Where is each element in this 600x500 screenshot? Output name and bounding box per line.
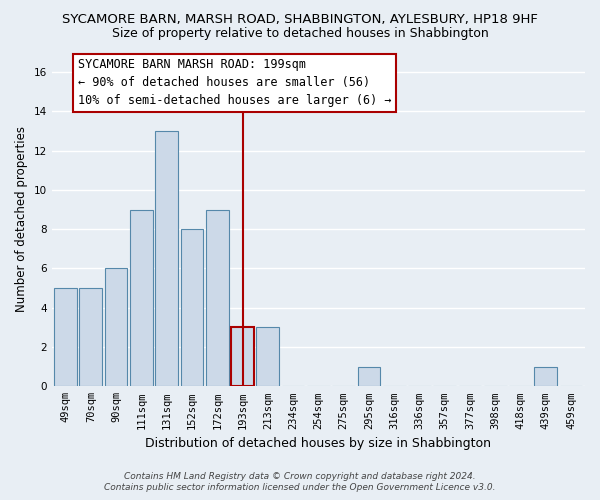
Text: Contains HM Land Registry data © Crown copyright and database right 2024.
Contai: Contains HM Land Registry data © Crown c…	[104, 472, 496, 492]
Bar	[206, 210, 229, 386]
Bar	[535, 366, 557, 386]
Bar	[130, 210, 153, 386]
Bar	[54, 288, 77, 386]
Text: SYCAMORE BARN MARSH ROAD: 199sqm
← 90% of detached houses are smaller (56)
10% o: SYCAMORE BARN MARSH ROAD: 199sqm ← 90% o…	[78, 58, 392, 108]
Bar	[358, 366, 380, 386]
Bar	[231, 328, 254, 386]
Text: Size of property relative to detached houses in Shabbington: Size of property relative to detached ho…	[112, 28, 488, 40]
Bar	[256, 328, 279, 386]
Bar	[181, 229, 203, 386]
Text: SYCAMORE BARN, MARSH ROAD, SHABBINGTON, AYLESBURY, HP18 9HF: SYCAMORE BARN, MARSH ROAD, SHABBINGTON, …	[62, 12, 538, 26]
Bar	[79, 288, 102, 386]
Bar	[155, 131, 178, 386]
X-axis label: Distribution of detached houses by size in Shabbington: Distribution of detached houses by size …	[145, 437, 491, 450]
Bar	[105, 268, 127, 386]
Y-axis label: Number of detached properties: Number of detached properties	[15, 126, 28, 312]
